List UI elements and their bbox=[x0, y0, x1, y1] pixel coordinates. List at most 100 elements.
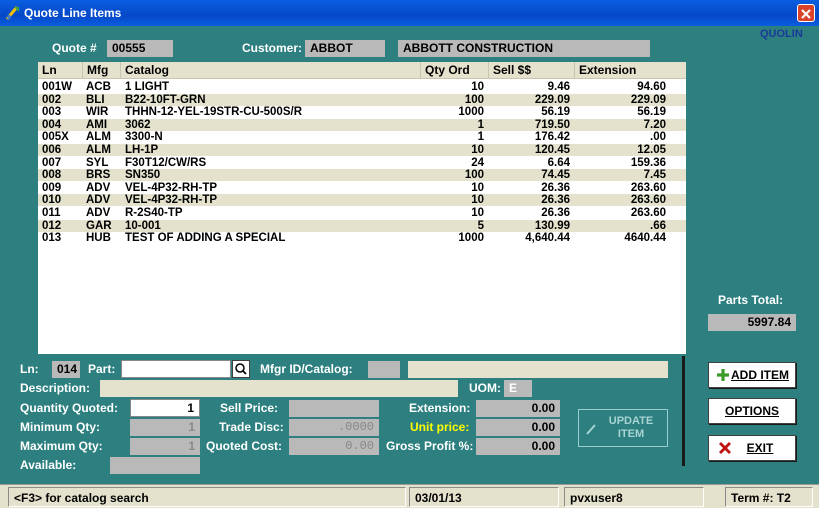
cell-catalog: VEL-4P32-RH-TP bbox=[125, 194, 218, 207]
part-search-button[interactable] bbox=[232, 360, 250, 378]
table-row[interactable]: 008 BRS SN350 100 74.45 7.45 bbox=[38, 169, 686, 182]
column-header-ln[interactable]: Ln bbox=[42, 63, 57, 77]
table-row[interactable]: 009 ADV VEL-4P32-RH-TP 10 26.36 263.60 bbox=[38, 182, 686, 194]
trade-disc-field[interactable]: .0000 bbox=[289, 419, 379, 436]
cell-mfg: ADV bbox=[86, 207, 111, 219]
table-row[interactable]: 013 HUB TEST OF ADDING A SPECIAL 1000 4,640.… bbox=[38, 232, 686, 244]
cell-qty-ord: 10 bbox=[471, 81, 484, 93]
quote-number-label: Quote # bbox=[52, 41, 97, 55]
cell-mfg: WIR bbox=[86, 106, 109, 119]
maximum-qty-field[interactable]: 1 bbox=[130, 438, 200, 455]
cell-catalog: TEST OF ADDING A SPECIAL bbox=[125, 232, 286, 245]
table-row[interactable]: 003 WIR THHN-12-YEL-19STR-CU-500S/R 1000 56.… bbox=[38, 106, 686, 118]
cell-extension: .00 bbox=[650, 131, 666, 144]
search-icon bbox=[235, 363, 247, 375]
cell-qty-ord: 5 bbox=[477, 219, 484, 232]
plus-icon bbox=[717, 369, 729, 381]
cell-sell: 26.36 bbox=[541, 181, 570, 194]
column-header-catalog[interactable]: Catalog bbox=[120, 62, 420, 79]
cell-sell: 176.42 bbox=[534, 131, 570, 144]
table-row[interactable]: 012 GAR 10-001 5 130.99 .66 bbox=[38, 219, 686, 232]
cell-ln: 008 bbox=[42, 169, 62, 182]
update-item-button[interactable]: UPDATE ITEM bbox=[578, 409, 668, 447]
ln-field[interactable]: 014 bbox=[52, 361, 80, 378]
table-row[interactable]: 006 ALM LH-1P 10 120.45 12.05 bbox=[38, 144, 686, 156]
table-row[interactable]: 004 AMI 3062 1 719.50 7.20 bbox=[38, 118, 686, 131]
quote-number-field[interactable]: 00555 bbox=[107, 40, 173, 57]
customer-name-field: ABBOTT CONSTRUCTION bbox=[398, 40, 650, 57]
cell-sell: 6.64 bbox=[547, 156, 570, 169]
gross-profit-field: 0.00 bbox=[476, 438, 560, 455]
cell-qty-ord: 100 bbox=[464, 93, 484, 106]
options-button[interactable]: OPTIONS bbox=[708, 398, 796, 424]
window-title: Quote Line Items bbox=[24, 6, 122, 20]
cell-mfg: SYL bbox=[86, 156, 109, 169]
cell-qty-ord: 10 bbox=[471, 207, 484, 219]
cell-extension: 94.60 bbox=[637, 81, 666, 93]
x-icon bbox=[719, 442, 731, 454]
cell-ln: 006 bbox=[42, 144, 62, 156]
cell-mfg: ADV bbox=[86, 181, 111, 194]
cell-sell: 120.45 bbox=[534, 144, 570, 156]
mfgr-id-field[interactable] bbox=[368, 361, 400, 378]
cell-ln: 007 bbox=[42, 156, 62, 169]
cell-ln: 001W bbox=[42, 81, 73, 93]
table-row[interactable]: 011 ADV R-2S40-TP 10 26.36 263.60 bbox=[38, 207, 686, 219]
cell-catalog: 3300-N bbox=[125, 131, 163, 144]
table-row[interactable]: 007 SYL F30T12/CW/RS 24 6.64 159.36 bbox=[38, 157, 686, 169]
column-header-sell[interactable]: Sell $$ bbox=[488, 62, 574, 79]
cell-extension: 56.19 bbox=[637, 106, 666, 119]
cell-extension: 229.09 bbox=[630, 93, 666, 106]
customer-label: Customer: bbox=[242, 41, 303, 55]
column-header-extension[interactable]: Extension bbox=[574, 62, 666, 79]
cell-mfg: GAR bbox=[86, 219, 112, 232]
cell-extension: 263.60 bbox=[630, 181, 666, 194]
minimum-qty-field[interactable]: 1 bbox=[130, 419, 200, 436]
quantity-quoted-input[interactable]: 1 bbox=[130, 399, 200, 417]
app-icon bbox=[5, 6, 19, 20]
cell-ln: 010 bbox=[42, 194, 62, 207]
cell-catalog: R-2S40-TP bbox=[125, 207, 183, 219]
unit-price-field[interactable]: 0.00 bbox=[476, 419, 560, 436]
cell-catalog: 1 LIGHT bbox=[125, 81, 170, 93]
cell-ln: 003 bbox=[42, 106, 62, 119]
sell-price-label: Sell Price: bbox=[220, 401, 279, 415]
uom-field[interactable]: E bbox=[504, 380, 532, 397]
part-input[interactable] bbox=[121, 360, 231, 378]
table-row[interactable]: 005X ALM 3300-N 1 176.42 .00 bbox=[38, 131, 686, 143]
line-items-grid[interactable]: Ln Mfg Catalog Qty Ord Sell $$ Extension… bbox=[38, 62, 686, 354]
catalog-field[interactable] bbox=[408, 361, 668, 378]
cell-sell: 26.36 bbox=[541, 207, 570, 219]
customer-code-field[interactable]: ABBOT bbox=[305, 40, 385, 57]
mfgr-catalog-label: Mfgr ID/Catalog: bbox=[260, 362, 353, 376]
close-button[interactable] bbox=[797, 4, 815, 22]
cell-extension: .66 bbox=[650, 219, 666, 232]
exit-button[interactable]: EXIT bbox=[708, 435, 796, 461]
cell-extension: 7.45 bbox=[643, 169, 666, 182]
table-row[interactable]: 002 BLI B22-10FT-GRN 100 229.09 229.09 bbox=[38, 93, 686, 106]
column-header-mfg[interactable]: Mfg bbox=[82, 62, 120, 79]
available-label: Available: bbox=[20, 458, 77, 472]
cell-catalog: LH-1P bbox=[125, 144, 159, 156]
quoted-cost-field[interactable]: 0.00 bbox=[289, 438, 379, 455]
cell-ln: 013 bbox=[42, 232, 62, 245]
cell-qty-ord: 1 bbox=[477, 118, 484, 131]
cell-mfg: ACB bbox=[86, 81, 111, 93]
cell-sell: 74.45 bbox=[541, 169, 570, 182]
extension-field: 0.00 bbox=[476, 400, 560, 417]
table-row[interactable]: 001W ACB 1 LIGHT 10 9.46 94.60 bbox=[38, 81, 686, 93]
table-row[interactable]: 010 ADV VEL-4P32-RH-TP 10 26.36 263.60 bbox=[38, 194, 686, 207]
cell-mfg: ALM bbox=[86, 144, 111, 156]
cell-ln: 004 bbox=[42, 118, 62, 131]
uom-label: UOM: bbox=[469, 381, 501, 395]
exit-label: EXIT bbox=[746, 441, 774, 455]
add-item-label: ADD ITEM bbox=[731, 368, 789, 382]
sell-price-field[interactable] bbox=[289, 400, 379, 417]
column-header-qty-ord[interactable]: Qty Ord bbox=[420, 62, 488, 79]
update-item-label-2: ITEM bbox=[617, 428, 645, 440]
add-item-button[interactable]: ADD ITEM bbox=[708, 362, 796, 388]
cell-ln: 009 bbox=[42, 181, 62, 194]
description-field[interactable] bbox=[100, 380, 458, 397]
maximum-qty-label: Maximum Qty: bbox=[20, 439, 103, 453]
cell-sell: 9.46 bbox=[547, 81, 570, 93]
